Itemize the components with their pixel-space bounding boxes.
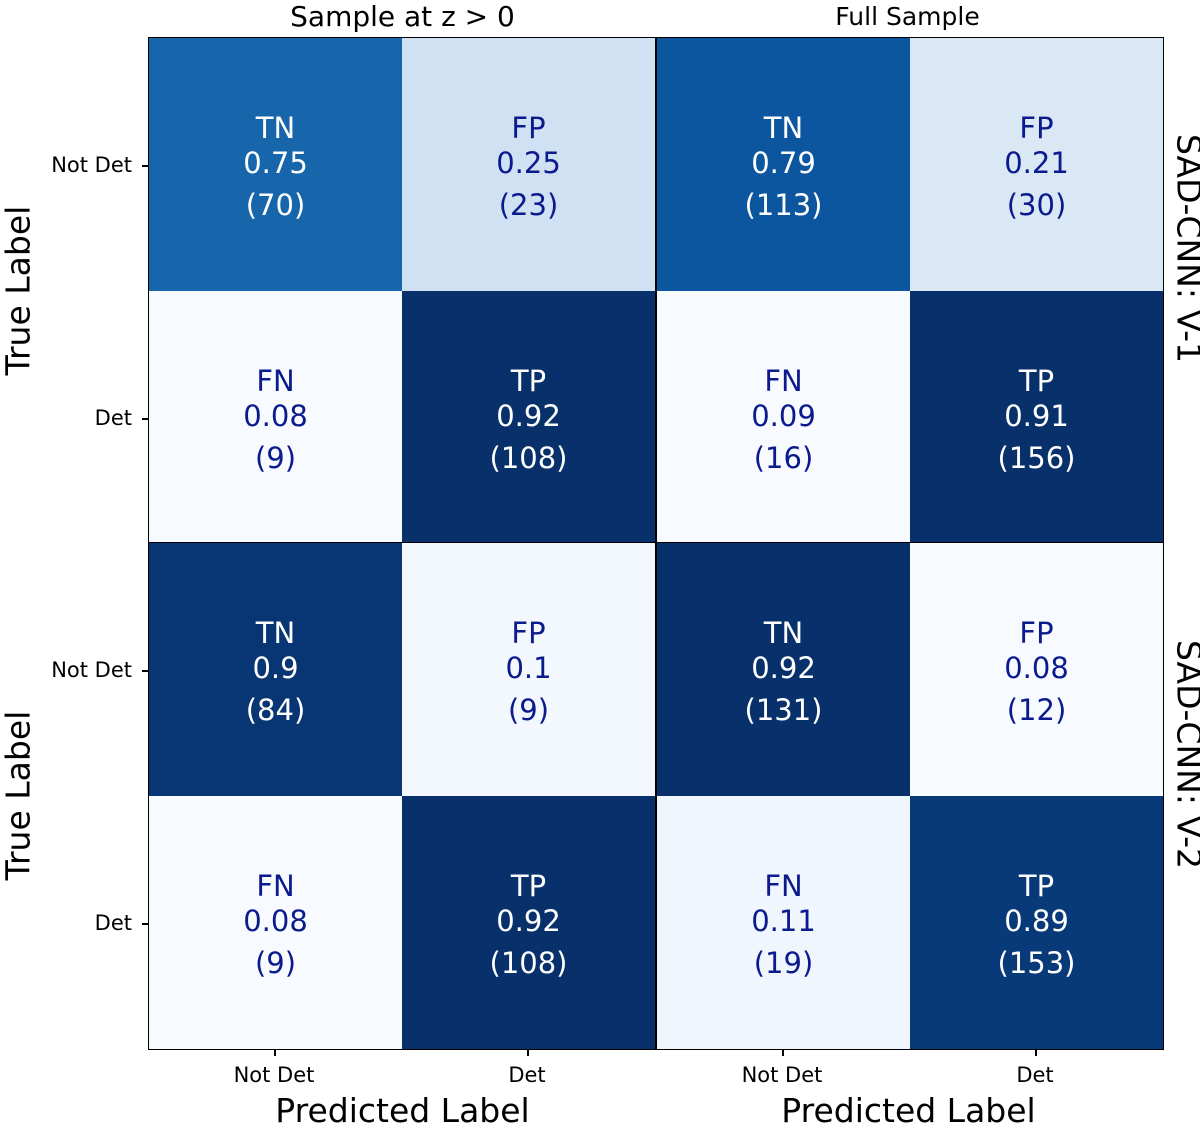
cell-name-label: FP <box>910 619 1163 648</box>
cell-rate-label: 0.08 <box>149 402 402 431</box>
x-tick-label: Not Det <box>712 1063 852 1087</box>
cell-rate-label: 0.1 <box>402 654 655 683</box>
cell-count-label: (30) <box>910 191 1163 220</box>
cell-rate-label: 0.11 <box>657 907 910 936</box>
heatmap-cell-tn: TN 0.92 (131) <box>657 543 910 796</box>
cell-count-label: (9) <box>149 444 402 473</box>
heatmap-cell-tp: TP 0.89 (153) <box>910 796 1163 1049</box>
cell-name-label: TP <box>910 367 1163 396</box>
y-tick-label: Not Det <box>51 658 132 682</box>
heatmap-cell-fp: FP 0.21 (30) <box>910 38 1163 291</box>
heatmap-cell-tn: TN 0.9 (84) <box>149 543 402 796</box>
y-axis-label-top: True Label <box>0 201 38 381</box>
cell-rate-label: 0.91 <box>910 402 1163 431</box>
cell-name-label: TN <box>149 619 402 648</box>
cell-count-label: (23) <box>402 191 655 220</box>
heatmap-cell-tn: TN 0.75 (70) <box>149 38 402 291</box>
cell-name-label: FN <box>149 872 402 901</box>
cell-rate-label: 0.21 <box>910 149 1163 178</box>
column-title-right: Full Sample <box>655 2 1160 31</box>
heatmap-cell-fn: FN 0.08 (9) <box>149 796 402 1049</box>
x-tick-label: Not Det <box>204 1063 344 1087</box>
x-axis-label-right: Predicted Label <box>656 1091 1161 1130</box>
cell-name-label: TN <box>149 114 402 143</box>
cell-count-label: (84) <box>149 696 402 725</box>
cell-name-label: FP <box>402 114 655 143</box>
heatmap-cell-fn: FN 0.11 (19) <box>657 796 910 1049</box>
cell-count-label: (9) <box>149 949 402 978</box>
cell-rate-label: 0.92 <box>402 402 655 431</box>
cell-count-label: (9) <box>402 696 655 725</box>
cell-rate-label: 0.25 <box>402 149 655 178</box>
x-tick-mark <box>1035 1049 1037 1056</box>
confusion-matrix-top-left: TN 0.75 (70) FP 0.25 (23) FN 0.08 (9) TP 0.92 (108) <box>148 37 656 545</box>
cell-rate-label: 0.08 <box>149 907 402 936</box>
x-tick-mark <box>527 1049 529 1056</box>
cell-name-label: FP <box>910 114 1163 143</box>
heatmap-cell-fn: FN 0.09 (16) <box>657 291 910 544</box>
cell-name-label: TN <box>657 114 910 143</box>
heatmap-cell-fp: FP 0.25 (23) <box>402 38 655 291</box>
cell-count-label: (153) <box>910 949 1163 978</box>
cell-name-label: TP <box>402 872 655 901</box>
confusion-matrix-top-right: TN 0.79 (113) FP 0.21 (30) FN 0.09 (16) TP 0.91 (15… <box>656 37 1164 545</box>
column-title-left: Sample at z > 0 <box>150 0 655 33</box>
confusion-matrix-bottom-left: TN 0.9 (84) FP 0.1 (9) FN 0.08 (9) TP 0.92 (108) <box>148 542 656 1050</box>
heatmap-cell-fp: FP 0.08 (12) <box>910 543 1163 796</box>
cell-count-label: (108) <box>402 444 655 473</box>
cell-rate-label: 0.79 <box>657 149 910 178</box>
cell-name-label: FN <box>657 367 910 396</box>
cell-name-label: FN <box>657 872 910 901</box>
heatmap-cell-tn: TN 0.79 (113) <box>657 38 910 291</box>
cell-name-label: TP <box>910 872 1163 901</box>
row-label-top: SAD-CNN: V-1 <box>1170 104 1200 394</box>
confusion-matrix-bottom-right: TN 0.92 (131) FP 0.08 (12) FN 0.11 (19) TP 0.89 (15… <box>656 542 1164 1050</box>
cell-name-label: FN <box>149 367 402 396</box>
cell-name-label: TP <box>402 367 655 396</box>
heatmap-cell-tp: TP 0.92 (108) <box>402 291 655 544</box>
cell-rate-label: 0.75 <box>149 149 402 178</box>
cell-rate-label: 0.89 <box>910 907 1163 936</box>
cell-rate-label: 0.92 <box>657 654 910 683</box>
x-tick-label: Det <box>965 1063 1105 1087</box>
y-tick-label: Det <box>95 911 132 935</box>
x-tick-label: Det <box>457 1063 597 1087</box>
y-tick-label: Det <box>95 406 132 430</box>
x-tick-mark <box>274 1049 276 1056</box>
x-axis-label-left: Predicted Label <box>150 1091 655 1130</box>
cell-count-label: (12) <box>910 696 1163 725</box>
cell-rate-label: 0.09 <box>657 402 910 431</box>
row-label-bottom: SAD-CNN: V-2 <box>1170 610 1200 900</box>
cell-count-label: (131) <box>657 696 910 725</box>
cell-count-label: (113) <box>657 191 910 220</box>
y-tick-label: Not Det <box>51 153 132 177</box>
cell-count-label: (70) <box>149 191 402 220</box>
heatmap-cell-tp: TP 0.91 (156) <box>910 291 1163 544</box>
cell-rate-label: 0.92 <box>402 907 655 936</box>
cell-rate-label: 0.9 <box>149 654 402 683</box>
heatmap-cell-fn: FN 0.08 (9) <box>149 291 402 544</box>
cell-count-label: (108) <box>402 949 655 978</box>
heatmap-cell-tp: TP 0.92 (108) <box>402 796 655 1049</box>
cell-rate-label: 0.08 <box>910 654 1163 683</box>
cell-count-label: (19) <box>657 949 910 978</box>
cell-count-label: (16) <box>657 444 910 473</box>
cell-name-label: TN <box>657 619 910 648</box>
cell-count-label: (156) <box>910 444 1163 473</box>
y-axis-label-bottom: True Label <box>0 706 38 886</box>
x-tick-mark <box>782 1049 784 1056</box>
cell-name-label: FP <box>402 619 655 648</box>
heatmap-cell-fp: FP 0.1 (9) <box>402 543 655 796</box>
